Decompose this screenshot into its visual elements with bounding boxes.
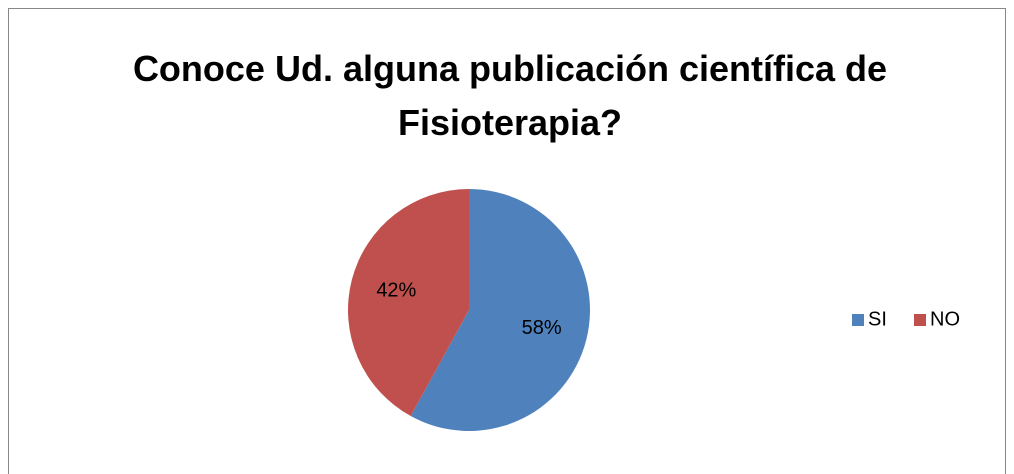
data-label: 58% (522, 317, 562, 339)
data-label: 42% (376, 280, 416, 302)
legend-swatch (914, 314, 926, 326)
pie-slice (348, 189, 469, 417)
legend-label: NO (930, 308, 960, 330)
pie-slice (410, 189, 590, 431)
chart-title: Conoce Ud. alguna publicación científica… (132, 48, 888, 143)
legend-swatch (852, 314, 864, 326)
legend-label: SI (868, 308, 887, 330)
